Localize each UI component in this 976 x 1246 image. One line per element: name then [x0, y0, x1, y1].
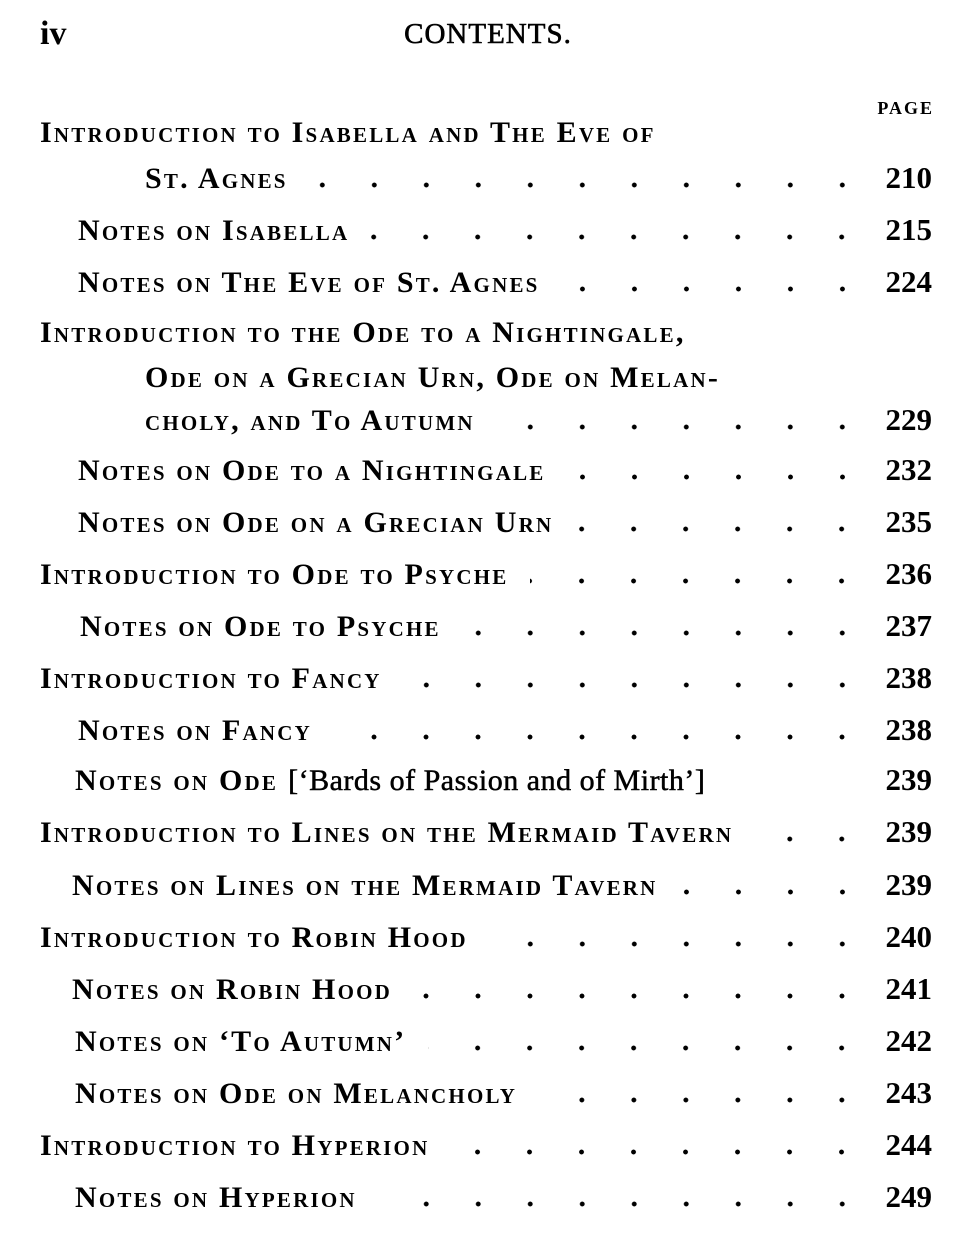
toc-entry-title: Notes on Ode	[75, 764, 279, 797]
leader-dots	[567, 474, 868, 480]
toc-entry-title: Notes on Isabella	[78, 214, 350, 247]
leader-dots	[428, 1045, 868, 1051]
toc-entry: Notes on Ode [‘Bards of Passion and of Mi…	[75, 760, 932, 800]
page-number: 238	[885, 712, 933, 747]
leader-dots	[755, 836, 868, 842]
toc-entry-line: Introduction to the Ode to a Nightingale…	[40, 313, 932, 353]
page-number: 244	[885, 1127, 933, 1162]
toc-entry-title: Introduction to Isabella and The Eve of	[40, 116, 656, 149]
toc-entry: Notes on Ode on Melancholy 243	[75, 1073, 932, 1113]
toc-entry-title: Introduction to Ode to Psyche	[40, 558, 509, 591]
leader-dots	[378, 1201, 868, 1207]
toc-entry: Notes on Robin Hood 241	[72, 969, 932, 1009]
toc-entry: St. Agnes 210	[145, 158, 932, 198]
toc-entry-title: Notes on Fancy	[78, 714, 312, 747]
toc-entry-title: Ode on a Grecian Urn, Ode on Melan-	[145, 361, 721, 394]
toc-entry: Notes on ‘To Autumn’ 242	[75, 1021, 932, 1061]
page-folio: iv	[40, 15, 67, 52]
toc-entry: Notes on Ode to Psyche 237	[80, 606, 932, 646]
page-number: 232	[885, 452, 933, 487]
page-number: 241	[885, 971, 933, 1006]
leader-dots	[539, 1097, 868, 1103]
page-number: 239	[885, 867, 933, 902]
page-number: 210	[885, 160, 933, 195]
toc-entry: Introduction to Ode to Psyche 236	[40, 554, 932, 594]
page-number: 243	[885, 1075, 933, 1110]
leader-dots	[679, 889, 868, 895]
toc-entry-title: Introduction to Fancy	[40, 662, 382, 695]
toc-entry-subtitle: [‘Bards of Passion and of Mirth’]	[288, 764, 706, 798]
toc-entry: Introduction to Lines on the Mermaid Tav…	[40, 812, 932, 852]
toc-entry-title: Notes on The Eve of St. Agnes	[78, 266, 540, 299]
page-column-label: PAGE	[877, 98, 934, 118]
page-number: 224	[885, 264, 933, 299]
toc-entry-title: Notes on Robin Hood	[72, 973, 393, 1006]
toc-entry-title: Introduction to Lines on the Mermaid Tav…	[40, 816, 734, 849]
page-number: 242	[885, 1023, 933, 1058]
page-title: CONTENTS.	[404, 18, 572, 51]
toc-entry-title: Introduction to Hyperion	[40, 1129, 430, 1162]
leader-dots	[496, 424, 868, 430]
leader-dots	[575, 526, 868, 532]
leader-dots	[309, 182, 868, 188]
page-number: 240	[885, 919, 933, 954]
leader-dots	[530, 578, 868, 584]
toc-entry: Notes on Ode on a Grecian Urn 235	[78, 502, 932, 542]
page-number: 229	[885, 402, 933, 437]
toc-entry-title: Introduction to Robin Hood	[40, 921, 468, 954]
toc-entry-title: Notes on Hyperion	[75, 1181, 357, 1214]
page-number: 237	[885, 608, 933, 643]
leader-dots	[561, 286, 868, 292]
toc-entry-title: Notes on Ode on a Grecian Urn	[78, 506, 554, 539]
leader-dots	[333, 734, 868, 740]
leader-dots	[414, 993, 868, 999]
leader-dots	[451, 1149, 868, 1155]
toc-entry: Introduction to Fancy 238	[40, 658, 932, 698]
toc-entry: Notes on Isabella 215	[78, 210, 932, 250]
toc-entry-title: Notes on Lines on the Mermaid Tavern	[72, 869, 658, 902]
toc-entry-title: Introduction to the Ode to a Nightingale…	[40, 316, 686, 349]
toc-entry: Introduction to Robin Hood 240	[40, 917, 932, 957]
page-number: 239	[885, 762, 933, 797]
toc-entry-line: Introduction to Isabella and The Eve of	[40, 113, 932, 153]
toc-entry: Notes on Lines on the Mermaid Tavern 239	[72, 865, 932, 905]
leader-dots	[489, 941, 868, 947]
toc-entry: Introduction to Hyperion 244	[40, 1125, 932, 1165]
leader-dots	[371, 234, 868, 240]
toc-entry: choly, and To Autumn 229	[145, 400, 932, 440]
page-number: 236	[885, 556, 933, 591]
toc-entry-title: Notes on Ode to a Nightingale	[78, 454, 546, 487]
toc-entry-title: St. Agnes	[145, 162, 288, 195]
toc-entry: Notes on Ode to a Nightingale 232	[78, 450, 932, 490]
page-number: 215	[885, 212, 933, 247]
page-number: 249	[885, 1179, 933, 1214]
leader-dots	[462, 630, 868, 636]
toc-entry: Notes on Fancy 238	[78, 710, 932, 750]
toc-entry-line: Ode on a Grecian Urn, Ode on Melan-	[145, 358, 932, 398]
toc-entry-title: Notes on Ode on Melancholy	[75, 1077, 518, 1110]
toc-entry: Notes on Hyperion 249	[75, 1177, 932, 1217]
toc-entry-title: choly, and To Autumn	[145, 404, 475, 437]
toc-entry-title: Notes on Ode to Psyche	[80, 610, 441, 643]
page-number: 239	[885, 814, 933, 849]
page-number: 238	[885, 660, 933, 695]
page-number: 235	[885, 504, 933, 539]
leader-dots	[403, 682, 868, 688]
toc-entry-title: Notes on ‘To Autumn’	[75, 1025, 407, 1058]
toc-entry: Notes on The Eve of St. Agnes 224	[78, 262, 932, 302]
